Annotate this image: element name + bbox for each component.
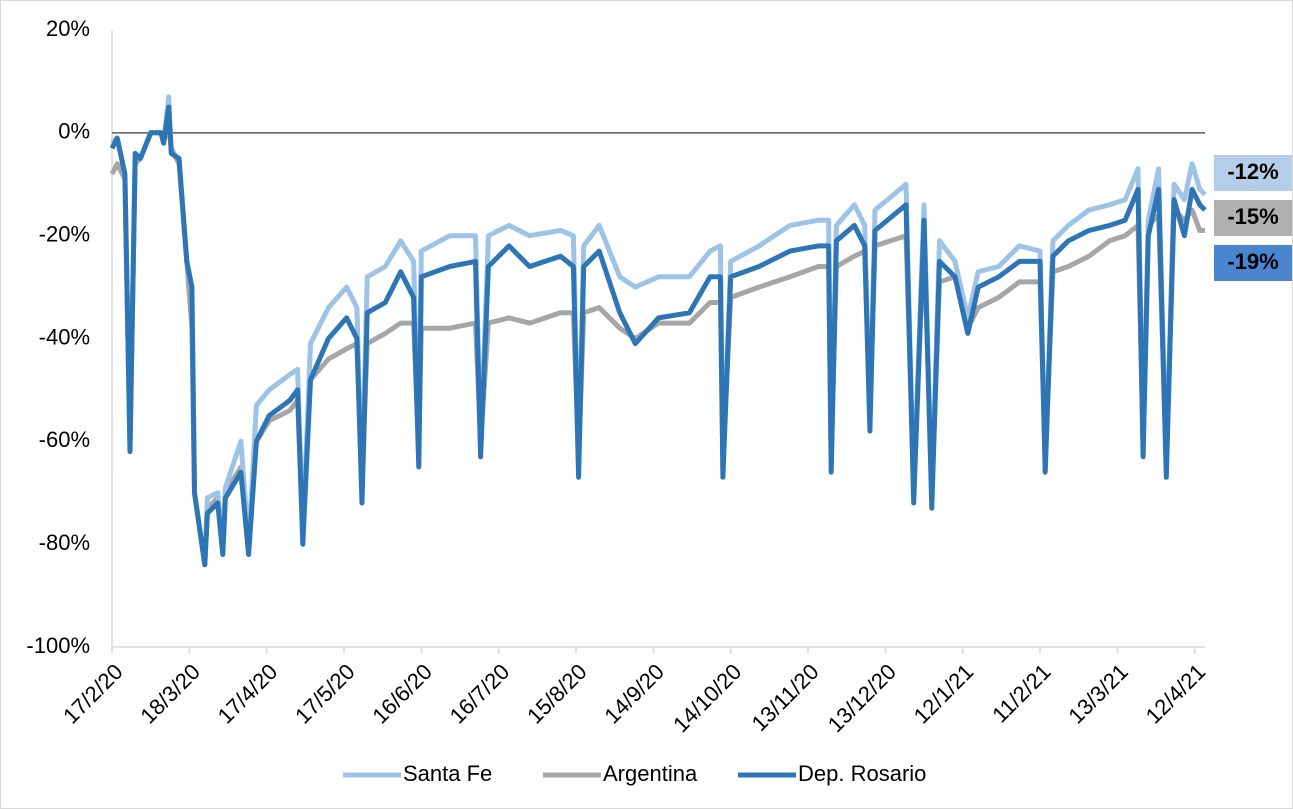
legend-label: Dep. Rosario xyxy=(798,761,926,786)
series-line xyxy=(109,104,1207,568)
end-label-box xyxy=(1214,200,1292,236)
end-label: -15% xyxy=(1227,204,1278,229)
y-tick-label: -80% xyxy=(39,530,90,555)
end-label-box xyxy=(1214,155,1292,191)
legend-label: Santa Fe xyxy=(403,761,492,786)
y-tick-label: 0% xyxy=(58,119,90,144)
y-tick-label: -40% xyxy=(39,324,90,349)
end-label-box xyxy=(1214,245,1292,281)
end-label: -19% xyxy=(1227,249,1278,274)
end-label: -12% xyxy=(1227,159,1278,184)
y-tick-label: -100% xyxy=(26,633,90,658)
y-tick-label: -20% xyxy=(39,221,90,246)
legend-label: Argentina xyxy=(603,761,698,786)
y-tick-label: -60% xyxy=(39,427,90,452)
y-tick-label: 20% xyxy=(46,16,90,41)
